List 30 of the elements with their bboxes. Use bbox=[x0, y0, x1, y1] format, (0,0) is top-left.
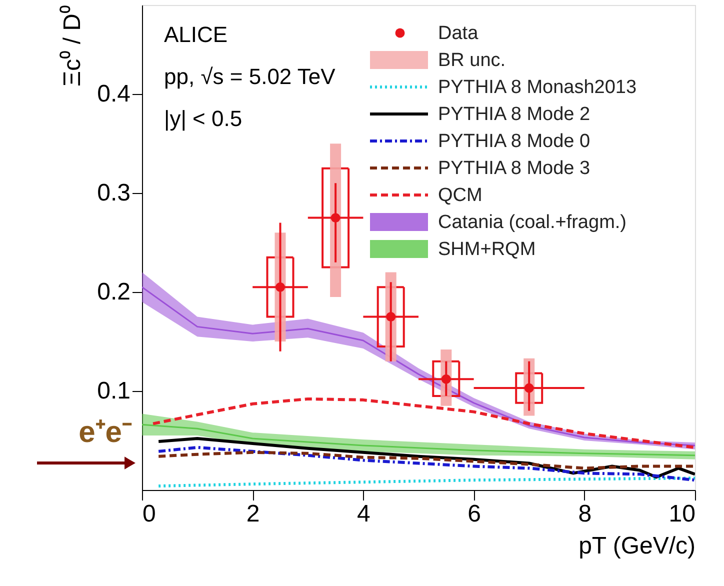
line-series bbox=[152, 397, 695, 449]
annotation: pp, √s = 5.02 TeV bbox=[164, 64, 336, 89]
annotation: |y| < 0.5 bbox=[164, 106, 242, 131]
x-tick-label: 2 bbox=[246, 500, 260, 528]
legend-label: SHM+RQM bbox=[438, 239, 536, 260]
legend-label: PYTHIA 8 Monash2013 bbox=[438, 77, 637, 98]
legend-label: Data bbox=[438, 23, 479, 44]
x-tick-label: 10 bbox=[668, 500, 696, 528]
line-series bbox=[157, 476, 695, 488]
legend-label: QCM bbox=[438, 185, 482, 206]
y-axis-title: Ξc⁰ / D⁰ bbox=[59, 6, 86, 86]
y-tick-label: 0.3 bbox=[97, 180, 130, 207]
x-tick-label: 6 bbox=[468, 500, 481, 528]
x-axis-title: pT (GeV/c) bbox=[578, 532, 696, 560]
y-tick-label: 0.1 bbox=[97, 378, 130, 405]
y-tick-label: 0.4 bbox=[97, 80, 130, 108]
line-series bbox=[157, 450, 695, 470]
legend-label: PYTHIA 8 Mode 0 bbox=[438, 131, 590, 152]
legend-label: PYTHIA 8 Mode 2 bbox=[438, 104, 590, 125]
legend-label: BR unc. bbox=[438, 50, 506, 71]
x-tick-label: 4 bbox=[357, 500, 370, 528]
annotation: ALICE bbox=[164, 22, 228, 47]
text: e⁺e⁻ bbox=[78, 416, 132, 449]
x-tick-label: 8 bbox=[578, 500, 592, 528]
x-tick-label: 0 bbox=[142, 500, 156, 528]
line-series bbox=[157, 446, 695, 482]
legend-label: PYTHIA 8 Mode 3 bbox=[438, 158, 590, 179]
y-tick-label: 0.2 bbox=[97, 278, 130, 306]
legend-label: Catania (coal.+fragm.) bbox=[438, 212, 626, 233]
line-series bbox=[142, 424, 695, 456]
